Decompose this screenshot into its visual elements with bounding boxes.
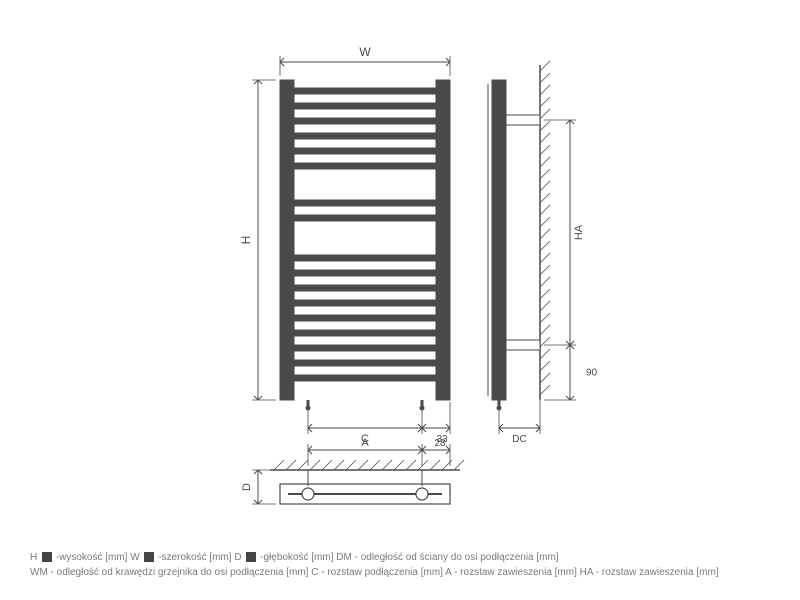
legend-line-2: WM - odległość od krawędzi grzejnika do …	[30, 565, 719, 580]
svg-text:D: D	[241, 483, 253, 491]
legend-text: -szerokość [mm] D	[155, 552, 244, 563]
svg-text:90: 90	[586, 368, 598, 379]
legend-square-icon	[246, 552, 256, 562]
legend-text: H	[30, 552, 40, 563]
side-view: HA 90 DC	[488, 61, 598, 445]
legend-square-icon	[42, 552, 52, 562]
technical-diagram: WHC33HA90DCA28D	[0, 0, 800, 600]
svg-text:A: A	[361, 437, 369, 449]
svg-text:28: 28	[434, 438, 446, 449]
legend-block: H -wysokość [mm] W -szerokość [mm] D -gł…	[30, 550, 719, 580]
svg-text:W: W	[359, 45, 371, 59]
top-view: A 28 D	[241, 437, 464, 504]
legend-text: -głębokość [mm] DM - odległość od ściany…	[257, 552, 558, 563]
svg-text:H: H	[239, 236, 253, 245]
legend-line-1: H -wysokość [mm] W -szerokość [mm] D -gł…	[30, 550, 719, 565]
legend-text: -wysokość [mm] W	[53, 552, 142, 563]
svg-text:HA: HA	[573, 224, 585, 240]
front-view: WHC33	[239, 45, 450, 445]
legend-square-icon	[144, 552, 154, 562]
svg-text:DC: DC	[512, 434, 526, 445]
